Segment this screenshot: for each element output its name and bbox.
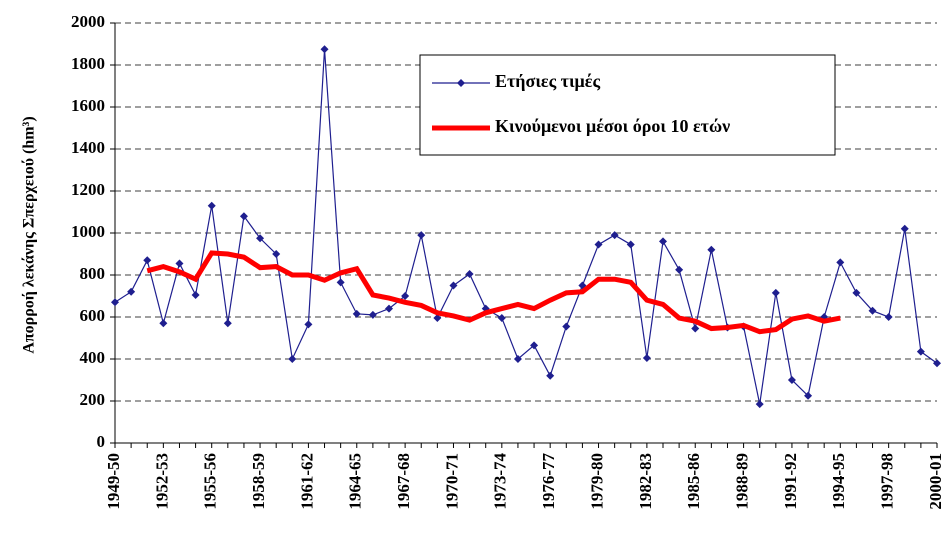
marker	[191, 290, 200, 299]
y-tick-label: 200	[80, 390, 106, 409]
x-tick-label: 1979-80	[587, 453, 606, 510]
marker	[368, 310, 377, 319]
marker	[804, 391, 813, 400]
x-tick-label: 1958-59	[249, 453, 268, 510]
marker	[900, 224, 909, 233]
y-axis-label: Απορροή λεκάνης Σπερχειού (hm³)	[21, 116, 38, 353]
marker	[175, 259, 184, 268]
y-tick-label: 1200	[71, 180, 105, 199]
marker	[207, 201, 216, 210]
legend-label: Κινούμενοι μέσοι όροι 10 ετών	[495, 116, 730, 136]
series-line	[146, 250, 841, 335]
marker	[707, 245, 716, 254]
marker	[465, 269, 474, 278]
marker	[868, 306, 877, 315]
marker	[610, 231, 619, 240]
marker	[239, 212, 248, 221]
marker	[513, 355, 522, 363]
legend-label: Ετήσιες τιμές	[495, 71, 600, 91]
x-tick-label: 1967-68	[394, 453, 413, 510]
marker	[256, 234, 265, 243]
y-tick-label: 0	[97, 432, 106, 451]
legend-marker	[457, 79, 465, 87]
marker	[852, 288, 861, 297]
marker	[546, 371, 555, 380]
x-tick-label: 1982-83	[636, 453, 655, 510]
marker	[771, 288, 780, 297]
x-tick-label: 1994-95	[829, 453, 848, 510]
marker	[755, 400, 764, 409]
marker	[272, 250, 281, 258]
y-tick-label: 600	[80, 306, 106, 325]
marker	[304, 320, 313, 329]
marker	[127, 287, 136, 296]
marker	[385, 304, 393, 313]
x-tick-label: 1961-62	[297, 453, 316, 510]
marker	[530, 341, 539, 350]
marker	[933, 359, 941, 368]
x-tick-label: 1964-65	[346, 453, 365, 510]
marker	[642, 353, 651, 362]
marker	[449, 281, 458, 290]
y-tick-label: 1600	[71, 96, 105, 115]
y-tick-label: 1000	[71, 222, 105, 241]
x-tick-label: 1970-71	[442, 453, 461, 510]
marker	[594, 240, 603, 249]
marker	[143, 256, 152, 265]
marker	[336, 278, 345, 287]
x-tick-label: 1973-74	[491, 453, 510, 510]
marker	[417, 231, 426, 240]
marker	[836, 258, 845, 267]
series-line	[114, 49, 938, 405]
marker	[401, 292, 410, 300]
marker	[433, 314, 442, 323]
marker	[288, 355, 297, 363]
legend-box	[419, 54, 836, 156]
x-tick-label: 1988-89	[732, 453, 751, 510]
x-tick-label: 1949-50	[104, 453, 123, 510]
marker	[562, 322, 571, 331]
marker	[626, 240, 635, 249]
x-tick-label: 2000-01	[926, 453, 943, 510]
y-tick-label: 2000	[71, 12, 105, 31]
marker	[223, 319, 232, 328]
y-tick-label: 400	[80, 348, 106, 367]
marker	[787, 376, 796, 384]
y-tick-label: 800	[80, 264, 106, 283]
x-tick-label: 1955-56	[201, 453, 220, 510]
x-tick-label: 1991-92	[781, 453, 800, 510]
y-tick-label: 1800	[71, 54, 105, 73]
x-tick-label: 1985-86	[684, 453, 703, 510]
marker	[884, 313, 893, 321]
marker	[691, 324, 700, 333]
marker	[659, 237, 667, 246]
marker	[916, 347, 925, 356]
x-tick-label: 1997-98	[878, 453, 897, 510]
y-tick-label: 1400	[71, 138, 105, 157]
marker	[159, 319, 168, 328]
marker	[675, 265, 684, 274]
marker	[111, 298, 119, 307]
marker	[352, 309, 361, 318]
x-tick-label: 1952-53	[152, 453, 171, 510]
x-tick-label: 1976-77	[539, 453, 558, 510]
marker	[497, 314, 506, 323]
marker	[320, 45, 329, 54]
